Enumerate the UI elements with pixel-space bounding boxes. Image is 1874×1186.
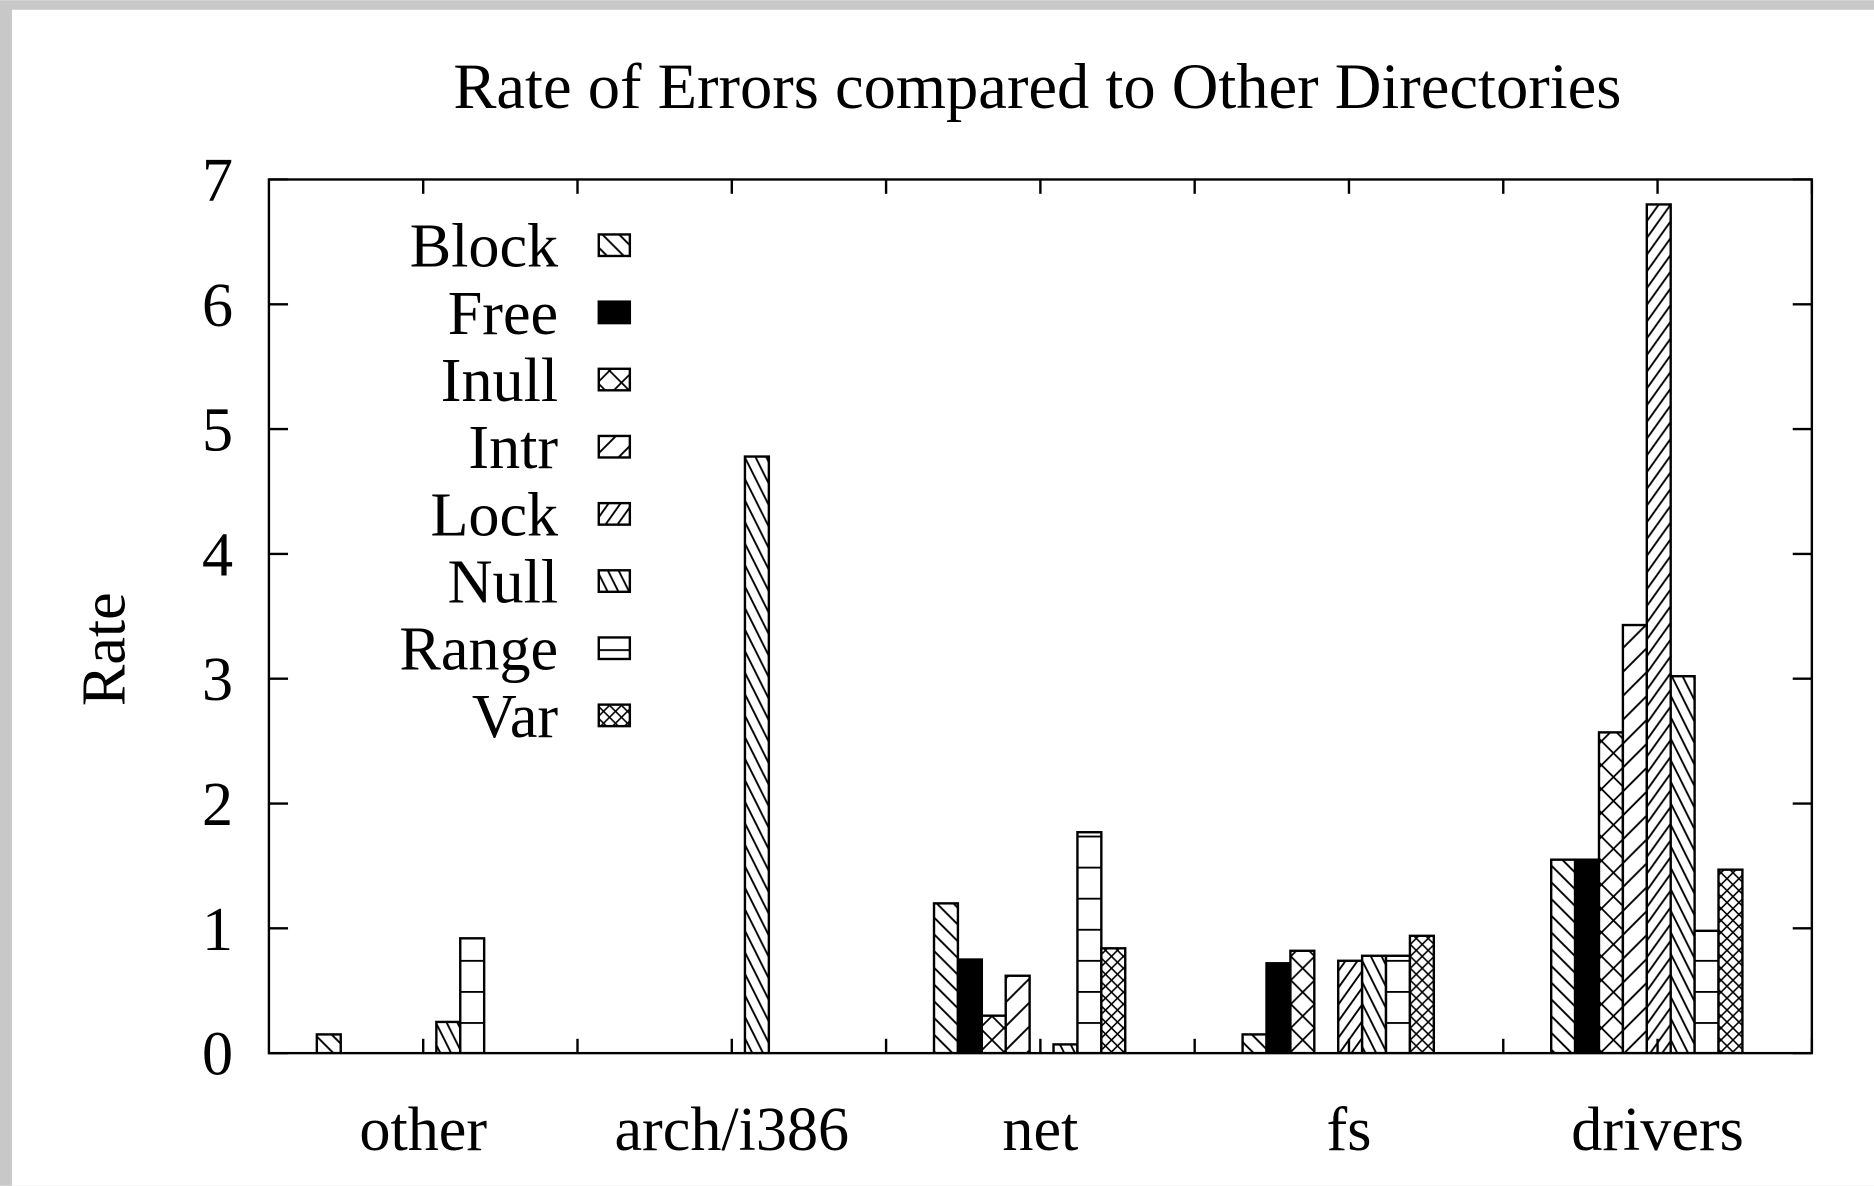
bar [956, 958, 984, 1054]
y-tick-label: 1 [202, 896, 233, 964]
bar [1645, 203, 1672, 1054]
y-tick-label: 0 [202, 1021, 233, 1089]
bar [1004, 974, 1031, 1054]
bar [459, 937, 486, 1054]
bar [1549, 858, 1577, 1054]
bar [1717, 868, 1744, 1054]
bar [1076, 831, 1103, 1054]
legend-swatch [597, 367, 632, 392]
legend-label: Range [399, 616, 558, 684]
y-tick-label: 5 [202, 397, 233, 465]
bar [1241, 1033, 1268, 1054]
bar [315, 1033, 342, 1054]
bar [1669, 675, 1696, 1054]
bar [1052, 1043, 1079, 1054]
x-tick-label: net [1002, 1096, 1078, 1164]
y-tick-label: 3 [202, 646, 233, 714]
bar [1408, 934, 1436, 1054]
x-tick-label: drivers [1571, 1096, 1744, 1164]
y-tick-label: 2 [202, 771, 233, 839]
legend-label: Free [448, 280, 558, 348]
legend-label: Intr [468, 414, 558, 482]
y-tick-label: 4 [202, 521, 233, 589]
legend-label: Null [448, 549, 558, 617]
y-tick-label: 7 [202, 147, 233, 215]
legend-label: Lock [430, 481, 559, 549]
x-tick-label: arch/i386 [614, 1096, 849, 1164]
legend-swatch [597, 703, 632, 728]
y-axis-label: Rate [70, 592, 138, 706]
bar [1360, 954, 1388, 1054]
x-tick-label: other [359, 1096, 487, 1164]
legend-label: Inull [441, 347, 558, 415]
bar [1265, 962, 1292, 1054]
legend-swatch [597, 434, 632, 459]
bar [1621, 623, 1648, 1054]
chart-title: Rate of Errors compared to Other Directo… [453, 50, 1621, 122]
bar [743, 455, 771, 1054]
bar [980, 1014, 1007, 1054]
bar [1100, 947, 1127, 1054]
legend-swatch [597, 636, 632, 661]
x-tick-label: fs [1327, 1096, 1372, 1164]
legend-label: Block [410, 213, 559, 281]
legend-label: Var [472, 683, 559, 751]
bar [1573, 858, 1601, 1054]
legend-swatch [597, 569, 632, 593]
bar [1693, 929, 1720, 1054]
bar [1289, 949, 1316, 1054]
bar [932, 902, 960, 1054]
legend-swatch [597, 233, 632, 258]
bar [1384, 954, 1412, 1054]
bar [435, 1020, 462, 1054]
legend-swatch [597, 300, 632, 325]
bar [1597, 731, 1625, 1054]
legend-swatch [597, 501, 632, 526]
y-tick-label: 6 [202, 272, 233, 340]
